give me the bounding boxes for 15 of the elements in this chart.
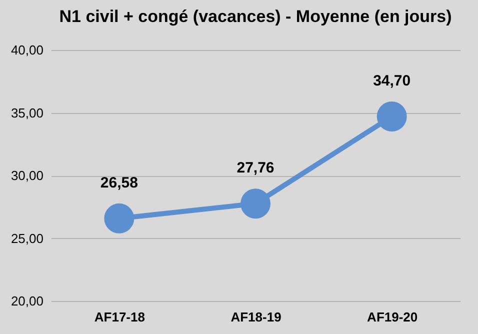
point xyxy=(240,188,270,219)
y-tick-label: 35,00 xyxy=(10,105,44,120)
y-tick-label: 40,00 xyxy=(10,42,44,58)
data-label: 27,76 xyxy=(236,160,274,177)
point xyxy=(376,102,407,132)
x-tick-label: AF17-18 xyxy=(94,310,145,324)
y-tick-label: 25,00 xyxy=(10,230,44,246)
data-label: 34,70 xyxy=(373,72,411,90)
y-tick-label: 20,00 xyxy=(10,294,44,308)
data-label: 26,58 xyxy=(100,174,138,192)
point xyxy=(104,203,134,234)
x-tick-label: AF18-19 xyxy=(230,310,282,324)
x-tick-label: AF19-20 xyxy=(367,310,418,324)
chart-title: N1 civil + congé (vacances) - Moyenne (en jours) xyxy=(59,7,452,26)
y-tick-label: 30,00 xyxy=(10,168,44,183)
